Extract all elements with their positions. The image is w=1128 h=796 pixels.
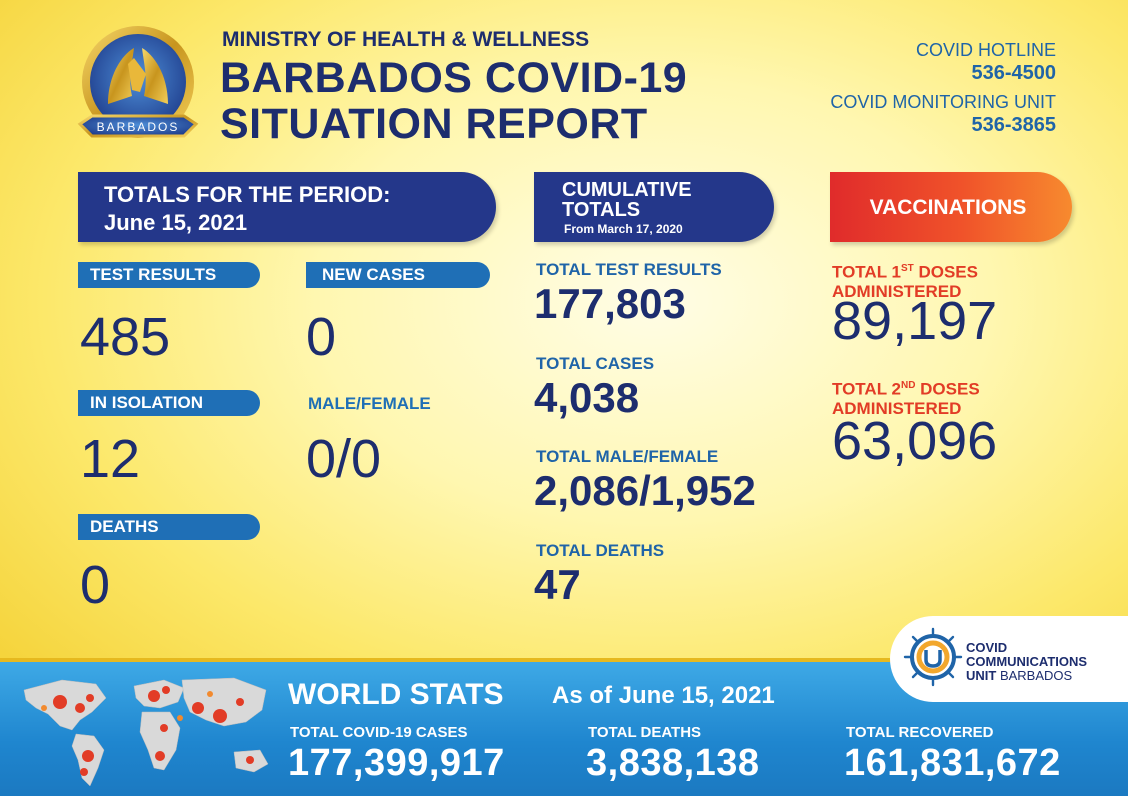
first-dose-label: TOTAL 1ST DOSES ADMINISTERED bbox=[832, 262, 978, 301]
cumulative-banner-subtitle: From March 17, 2020 bbox=[564, 222, 683, 236]
world-recovered-value: 161,831,672 bbox=[844, 742, 1061, 784]
monitoring-unit-number[interactable]: 536-3865 bbox=[971, 114, 1056, 136]
period-date: June 15, 2021 bbox=[104, 210, 248, 235]
deaths-label: DEATHS bbox=[78, 514, 260, 540]
period-banner-title: TOTALS FOR THE PERIOD: bbox=[104, 182, 391, 207]
in-isolation-value: 12 bbox=[80, 429, 141, 489]
world-recovered-label: TOTAL RECOVERED bbox=[846, 724, 994, 741]
ccu-name-line3: UNIT BARBADOS bbox=[966, 668, 1073, 683]
ministry-seal-icon: BARBADOS bbox=[77, 26, 199, 138]
first-dose-value: 89,197 bbox=[832, 291, 998, 351]
total-test-results-label: TOTAL TEST RESULTS bbox=[536, 260, 722, 279]
total-test-results-value: 177,803 bbox=[534, 280, 686, 327]
second-dose-label: TOTAL 2ND DOSES ADMINISTERED bbox=[832, 379, 980, 418]
test-results-value: 485 bbox=[80, 307, 171, 367]
new-cases-label: NEW CASES bbox=[306, 262, 490, 288]
world-cases-value: 177,399,917 bbox=[288, 742, 505, 784]
total-deaths-value: 47 bbox=[534, 561, 581, 608]
monitoring-unit-label: COVID MONITORING UNIT bbox=[830, 92, 1056, 112]
male-female-value: 0/0 bbox=[306, 429, 382, 489]
hotline-label: COVID HOTLINE bbox=[915, 40, 1056, 60]
world-stats-date: As of June 15, 2021 bbox=[552, 682, 775, 709]
second-dose-value: 63,096 bbox=[832, 411, 998, 471]
male-female-label: MALE/FEMALE bbox=[308, 394, 431, 413]
report-title-line2: SITUATION REPORT bbox=[220, 100, 648, 148]
period-banner bbox=[78, 172, 496, 242]
world-stats-title: WORLD STATS bbox=[288, 678, 504, 711]
world-deaths-value: 3,838,138 bbox=[586, 742, 760, 784]
cumulative-banner bbox=[534, 172, 774, 242]
vaccinations-banner bbox=[830, 172, 1072, 242]
ccu-name-line1: COVID bbox=[966, 640, 1008, 655]
ccu-logo-box bbox=[890, 616, 1128, 702]
deaths-value: 0 bbox=[80, 555, 111, 615]
report-title-line1: BARBADOS COVID-19 bbox=[220, 54, 688, 102]
test-results-label: TEST RESULTS bbox=[78, 262, 260, 288]
world-cases-label: TOTAL COVID-19 CASES bbox=[290, 724, 468, 741]
seal-country: BARBADOS bbox=[97, 120, 180, 134]
new-cases-value: 0 bbox=[306, 307, 337, 367]
world-deaths-label: TOTAL DEATHS bbox=[588, 724, 702, 741]
total-male-female-label: TOTAL MALE/FEMALE bbox=[536, 447, 719, 466]
total-cases-label: TOTAL CASES bbox=[536, 354, 655, 373]
total-male-female-value: 2,086/1,952 bbox=[534, 467, 756, 514]
ccu-virus-logo-icon bbox=[903, 627, 963, 687]
world-map-icon bbox=[23, 677, 269, 787]
ccu-name-line2: COMMUNICATIONS bbox=[966, 654, 1088, 669]
vaccinations-banner-title: VACCINATIONS bbox=[869, 196, 1027, 219]
ministry-name: MINISTRY OF HEALTH & WELLNESS bbox=[222, 28, 590, 51]
cumulative-banner-title-line1: CUMULATIVE bbox=[562, 179, 692, 201]
in-isolation-label: IN ISOLATION bbox=[78, 390, 260, 416]
cumulative-banner-title-line2: TOTALS bbox=[562, 199, 641, 221]
total-deaths-label: TOTAL DEATHS bbox=[536, 541, 665, 560]
hotline-number[interactable]: 536-4500 bbox=[971, 62, 1056, 84]
total-cases-value: 4,038 bbox=[534, 374, 640, 421]
